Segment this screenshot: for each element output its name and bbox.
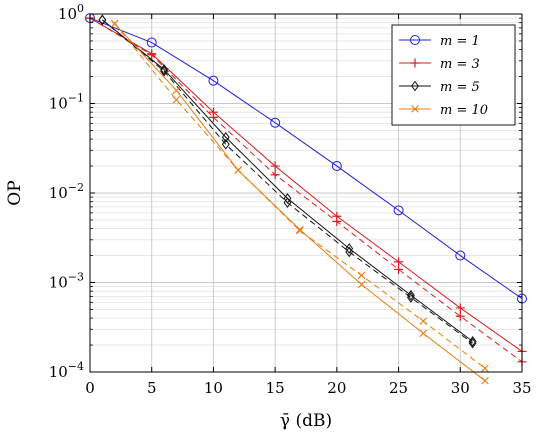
dashed-data-point [160,65,168,77]
series-line [89,17,523,300]
dashed-data-point [345,246,354,258]
dashed-data-point [172,96,181,104]
dashed-data-point [455,311,465,321]
legend-label: m = 10 [440,103,488,118]
data-point [172,86,181,95]
dashed-data-point [147,50,157,60]
data-point [345,243,354,254]
data-point [393,205,404,216]
series-line [89,17,523,352]
x-tick-label: 5 [147,379,157,397]
legend-marker [410,58,420,68]
y-tick-label: 100 [58,2,84,23]
x-tick-label: 35 [512,379,531,397]
legend-label: m = 1 [440,34,480,49]
data-point [357,280,366,289]
data-point [394,257,404,267]
series-3 [110,19,489,385]
x-tick-label: 10 [204,379,223,397]
dashed-data-point [468,337,477,349]
data-point [208,75,219,86]
legend-marker [411,80,419,92]
dashed-data-point [283,197,292,209]
x-tick-label: 25 [389,379,408,397]
legend-marker [410,35,420,45]
series-1 [85,13,527,367]
y-tick-label: 10−4 [49,360,84,381]
y-tick-label: 10−2 [49,181,84,202]
data-point [146,37,157,48]
series-2 [98,14,477,349]
x-axis-title: γ̄ (dB) [280,411,332,431]
legend: m = 1 m = 3 m = 5 m = 10 [391,24,516,126]
data-point [331,161,342,172]
data-point [455,250,466,261]
dashed-data-point [98,14,107,26]
data-point [406,289,415,301]
dashed-data-point [296,226,304,235]
x-tick-label: 0 [85,379,95,397]
legend-label: m = 3 [440,57,480,72]
axes: 0 5 10 15 20 25 30 35 100 10−1 10−2 10−3 10−4 γ̄ (dB)… [5,2,532,431]
x-tick-label: 15 [266,379,285,397]
dashed-data-point [208,112,218,122]
dashed-data-point [221,138,230,150]
data-point [419,329,428,338]
dashed-data-point [419,317,428,325]
x-tick-label: 20 [327,379,346,397]
series-layer [85,13,527,385]
data-point [221,131,230,143]
y-tick-label: 10−3 [49,271,84,292]
legend-box [391,24,516,126]
series-dashed-line [102,19,473,344]
data-point [160,64,168,75]
data-point [270,117,281,128]
series-dashed-line [89,17,523,363]
dashed-data-point [332,217,342,227]
dashed-data-point [234,166,242,174]
data-point [481,376,489,385]
dashed-data-point [406,292,415,303]
legend-marker [411,105,419,113]
data-point [455,303,465,313]
dashed-data-point [110,19,119,28]
dashed-data-point [270,170,280,180]
dashed-data-point [394,264,404,274]
legend-label: m = 5 [440,80,480,95]
dashed-data-point [481,364,489,373]
y-tick-label: 10−1 [49,92,84,113]
data-point [270,161,280,171]
x-tick-label: 30 [451,379,470,397]
y-axis-title: OP [5,180,25,205]
data-point [468,336,477,347]
dashed-data-point [357,271,366,280]
